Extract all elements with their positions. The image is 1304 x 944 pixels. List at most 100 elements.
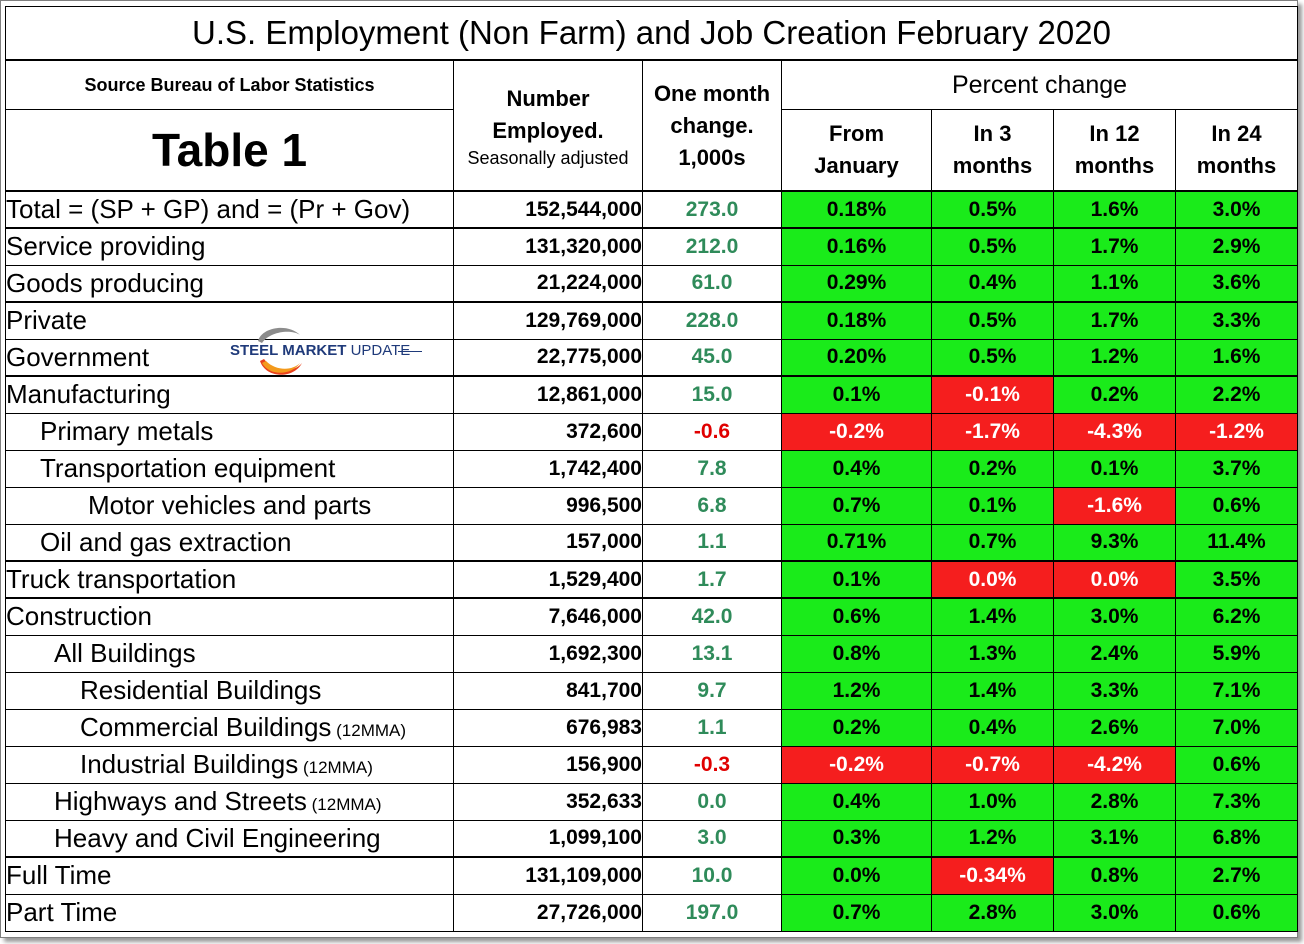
- header-change-line1: One month: [653, 80, 771, 106]
- pct-cell-from-jan: 0.0%: [781, 856, 932, 895]
- pct-cell-m12: 3.3%: [1053, 671, 1176, 710]
- table-title: U.S. Employment (Non Farm) and Job Creat…: [5, 6, 1298, 61]
- change-cell: 15.0: [642, 375, 782, 414]
- pct-cell-from-jan: 0.4%: [781, 449, 932, 488]
- header-24-months: In 24 months: [1175, 109, 1298, 192]
- pct-cell-m3: 0.5%: [931, 227, 1054, 266]
- row-label-text: Part Time: [6, 897, 118, 927]
- pct-cell-m3: 0.5%: [931, 338, 1054, 377]
- pct-cell-from-jan: -0.2%: [781, 412, 932, 451]
- employed-cell: 156,900: [453, 745, 643, 784]
- pct-cell-m12: 1.2%: [1053, 338, 1176, 377]
- pct-cell-m3: 0.4%: [931, 264, 1054, 303]
- employed-cell: 1,692,300: [453, 634, 643, 673]
- row-label-text: Industrial Buildings: [80, 749, 299, 779]
- row-label-note: (12MMA): [331, 721, 407, 740]
- pct-cell-m12: 0.1%: [1053, 449, 1176, 488]
- table-row: Primary metals 372,600 -0.6 -0.2% -1.7% -4.3%…: [5, 412, 1298, 451]
- pct-cell-m3: 1.3%: [931, 634, 1054, 673]
- row-label: Total = (SP + GP) and = (Pr + Gov): [5, 190, 454, 229]
- row-label-text: Private: [6, 305, 87, 336]
- row-label-text: Service providing: [6, 231, 206, 262]
- change-cell: 7.8: [642, 449, 782, 488]
- employed-cell: 152,544,000: [453, 190, 643, 229]
- pct-cell-m3: 0.1%: [931, 486, 1054, 525]
- row-label: Commercial Buildings (12MMA): [5, 708, 454, 747]
- row-label-text: Residential Buildings: [80, 675, 322, 705]
- table-row: Motor vehicles and parts 996,500 6.8 0.7% 0.…: [5, 486, 1298, 525]
- pct-cell-m24: -1.2%: [1175, 412, 1298, 451]
- header-m24-line2: months: [1196, 153, 1277, 178]
- pct-cell-m3: 0.7%: [931, 523, 1054, 562]
- pct-cell-from-jan: 0.18%: [781, 301, 932, 340]
- header-m24-line1: In 24: [1211, 121, 1262, 146]
- employed-cell: 21,224,000: [453, 264, 643, 303]
- pct-cell-m12: 3.1%: [1053, 819, 1176, 858]
- pct-cell-m3: 1.2%: [931, 819, 1054, 858]
- row-label-text: Heavy and Civil Engineering: [54, 822, 381, 853]
- header-m3-line1: In 3: [973, 121, 1012, 146]
- row-label: Primary metals: [5, 412, 454, 451]
- pct-cell-m12: 1.7%: [1053, 301, 1176, 340]
- change-cell: 212.0: [642, 227, 782, 266]
- pct-cell-m24: 1.6%: [1175, 338, 1298, 377]
- pct-cell-from-jan: 0.4%: [781, 782, 932, 821]
- employed-cell: 131,109,000: [453, 856, 643, 895]
- pct-cell-from-jan: 0.1%: [781, 375, 932, 414]
- pct-cell-from-jan: -0.2%: [781, 745, 932, 784]
- row-label-note: (12MMA): [306, 795, 382, 814]
- pct-cell-m3: 1.0%: [931, 782, 1054, 821]
- pct-cell-m3: -1.7%: [931, 412, 1054, 451]
- employed-cell: 22,775,000: [453, 338, 643, 377]
- pct-cell-m3: -0.7%: [931, 745, 1054, 784]
- pct-cell-m12: 2.4%: [1053, 634, 1176, 673]
- row-label-text: All Buildings: [54, 638, 196, 668]
- header-number-sub: Seasonally adjusted: [467, 147, 629, 168]
- table-row: All Buildings 1,692,300 13.1 0.8% 1.3% 2.4% 5.…: [5, 634, 1298, 673]
- steel-market-update-logo: STEEL MARKET UPDATE: [226, 323, 426, 381]
- pct-cell-from-jan: 0.71%: [781, 523, 932, 562]
- change-cell: 228.0: [642, 301, 782, 340]
- table-row: Total = (SP + GP) and = (Pr + Gov) 152,54…: [5, 190, 1298, 229]
- pct-cell-m24: 0.6%: [1175, 745, 1298, 784]
- pct-cell-m3: 1.4%: [931, 597, 1054, 636]
- table-row: Part Time 27,726,000 197.0 0.7% 2.8% 3.0% 0.6%: [5, 893, 1298, 932]
- row-label: Heavy and Civil Engineering: [5, 819, 454, 858]
- change-cell: 3.0: [642, 819, 782, 858]
- change-cell: 45.0: [642, 338, 782, 377]
- pct-cell-m3: 0.5%: [931, 190, 1054, 229]
- row-label: Part Time: [5, 893, 454, 932]
- header-m12-line1: In 12: [1089, 121, 1140, 146]
- pct-cell-m12: 2.8%: [1053, 782, 1176, 821]
- row-label: Industrial Buildings (12MMA): [5, 745, 454, 784]
- change-cell: 6.8: [642, 486, 782, 525]
- pct-cell-from-jan: 1.2%: [781, 671, 932, 710]
- table-row: Industrial Buildings (12MMA) 156,900 -0.3-…: [5, 745, 1298, 784]
- pct-cell-m24: 6.2%: [1175, 597, 1298, 636]
- pct-cell-m24: 11.4%: [1175, 523, 1298, 562]
- table-row: Truck transportation 1,529,400 1.7 0.1% 0.0%…: [5, 560, 1298, 599]
- table-row: Manufacturing 12,861,000 15.0 0.1% -0.1% 0.2%…: [5, 375, 1298, 414]
- pct-cell-m24: 2.2%: [1175, 375, 1298, 414]
- table-row: Goods producing 21,224,000 61.0 0.29% 0.4% 1.…: [5, 264, 1298, 303]
- pct-cell-from-jan: 0.18%: [781, 190, 932, 229]
- pct-cell-m3: 0.0%: [931, 560, 1054, 599]
- pct-cell-m24: 7.0%: [1175, 708, 1298, 747]
- header-from-line2: January: [814, 153, 899, 178]
- employment-table: U.S. Employment (Non Farm) and Job Creat…: [5, 6, 1298, 932]
- pct-cell-from-jan: 0.6%: [781, 597, 932, 636]
- pct-cell-m3: 1.4%: [931, 671, 1054, 710]
- employed-cell: 372,600: [453, 412, 643, 451]
- header-m12-line2: months: [1074, 153, 1155, 178]
- header-change-line2: change.: [670, 112, 754, 138]
- pct-cell-m3: 0.4%: [931, 708, 1054, 747]
- employed-cell: 996,500: [453, 486, 643, 525]
- change-cell: 1.1: [642, 708, 782, 747]
- row-label-text: Highways and Streets: [54, 786, 307, 816]
- pct-cell-from-jan: 0.3%: [781, 819, 932, 858]
- pct-cell-m3: 0.2%: [931, 449, 1054, 488]
- pct-cell-m3: 0.5%: [931, 301, 1054, 340]
- row-label-text: Government: [6, 341, 150, 372]
- employed-cell: 129,769,000: [453, 301, 643, 340]
- row-label: Full Time: [5, 856, 454, 895]
